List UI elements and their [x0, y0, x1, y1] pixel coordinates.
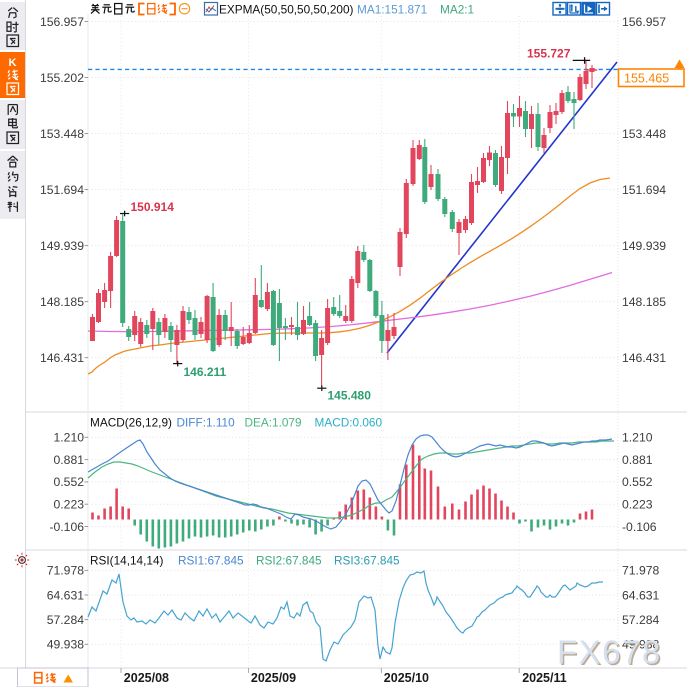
svg-text:71.978: 71.978	[47, 564, 84, 578]
svg-text:57.284: 57.284	[47, 613, 84, 627]
svg-text:155.727: 155.727	[527, 47, 571, 61]
svg-text:DIFF:1.110: DIFF:1.110	[177, 416, 236, 430]
svg-text:151.694: 151.694	[40, 183, 84, 197]
svg-text:71.978: 71.978	[622, 564, 659, 578]
svg-text:148.185: 148.185	[40, 295, 84, 309]
svg-text:RSI2:67.845: RSI2:67.845	[256, 554, 322, 568]
svg-text:0.552: 0.552	[622, 475, 653, 489]
svg-text:150.914: 150.914	[131, 200, 175, 214]
svg-text:64.631: 64.631	[47, 588, 84, 602]
svg-text:153.448: 153.448	[40, 127, 84, 141]
svg-text:151.694: 151.694	[622, 183, 666, 197]
svg-text:2025/10: 2025/10	[384, 671, 429, 685]
svg-text:0.223: 0.223	[622, 498, 653, 512]
svg-text:1.210: 1.210	[622, 431, 653, 445]
svg-text:-0.106: -0.106	[622, 520, 657, 534]
svg-text:156.957: 156.957	[622, 15, 666, 29]
svg-text:146.211: 146.211	[184, 365, 227, 379]
svg-text:FX678: FX678	[559, 635, 664, 672]
svg-text:145.480: 145.480	[328, 389, 372, 403]
svg-text:49.938: 49.938	[622, 638, 659, 652]
svg-text:1.210: 1.210	[54, 431, 85, 445]
svg-text:MA1:151.871: MA1:151.871	[357, 3, 427, 17]
svg-text:64.631: 64.631	[622, 588, 659, 602]
svg-text:0.223: 0.223	[54, 498, 85, 512]
svg-text:2025/08: 2025/08	[124, 671, 169, 685]
svg-text:0.881: 0.881	[622, 453, 653, 467]
svg-text:MA2:1: MA2:1	[440, 3, 474, 17]
svg-text:0.881: 0.881	[54, 453, 85, 467]
svg-text:57.284: 57.284	[622, 613, 659, 627]
svg-text:49.938: 49.938	[47, 638, 84, 652]
svg-text:149.939: 149.939	[40, 239, 84, 253]
svg-text:148.185: 148.185	[622, 295, 666, 309]
svg-text:MACD:0.060: MACD:0.060	[315, 416, 383, 430]
svg-text:DEA:1.079: DEA:1.079	[245, 416, 302, 430]
svg-text:156.957: 156.957	[40, 15, 84, 29]
svg-text:RSI1:67.845: RSI1:67.845	[178, 554, 244, 568]
svg-text:MACD(26,12,9): MACD(26,12,9)	[90, 416, 172, 430]
svg-text:146.431: 146.431	[40, 351, 84, 365]
svg-text:RSI3:67.845: RSI3:67.845	[334, 554, 400, 568]
svg-text:155.202: 155.202	[40, 71, 84, 85]
svg-text:153.448: 153.448	[622, 127, 666, 141]
svg-text:EXPMA(50,50,50,50,200): EXPMA(50,50,50,50,200)	[219, 3, 354, 17]
svg-text:-0.106: -0.106	[49, 520, 84, 534]
svg-text:2025/11: 2025/11	[522, 671, 567, 685]
svg-text:0.552: 0.552	[54, 475, 85, 489]
svg-text:FX678: FX678	[557, 634, 662, 671]
svg-text:149.939: 149.939	[622, 239, 666, 253]
svg-text:155.465: 155.465	[624, 72, 669, 86]
svg-text:2025/09: 2025/09	[251, 671, 296, 685]
svg-text:146.431: 146.431	[622, 351, 666, 365]
svg-text:RSI(14,14,14): RSI(14,14,14)	[90, 554, 164, 568]
svg-text:K: K	[9, 57, 17, 69]
